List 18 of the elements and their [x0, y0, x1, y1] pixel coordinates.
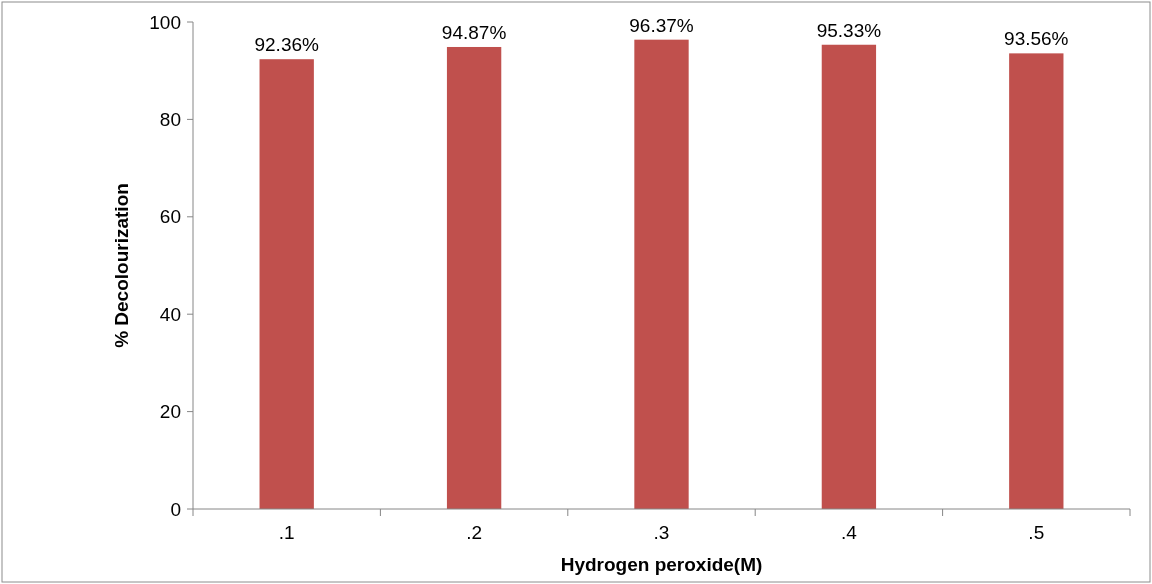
data-label: 94.87% — [441, 21, 507, 43]
data-label: 92.36% — [254, 34, 320, 56]
x-axis-title: Hydrogen peroxide(M) — [560, 554, 763, 575]
data-label: 96.37% — [629, 14, 694, 36]
x-tick-label: .3 — [653, 522, 670, 543]
y-tick-label: 0 — [170, 498, 181, 520]
y-tick-label: 40 — [159, 303, 181, 325]
y-tick-label: 20 — [159, 401, 181, 423]
data-label: 95.33% — [816, 19, 882, 41]
x-tick-label: .4 — [840, 522, 858, 543]
y-tick-label: 60 — [159, 206, 181, 228]
y-tick-label: 100 — [149, 11, 181, 33]
data-label: 93.56% — [1004, 28, 1069, 50]
x-tick-label: .5 — [1028, 522, 1045, 543]
x-tick-label: .1 — [278, 522, 295, 543]
x-tick-label: .2 — [466, 522, 483, 543]
y-axis-title: % Decolourization — [111, 183, 132, 348]
y-tick-label: 80 — [159, 109, 181, 131]
